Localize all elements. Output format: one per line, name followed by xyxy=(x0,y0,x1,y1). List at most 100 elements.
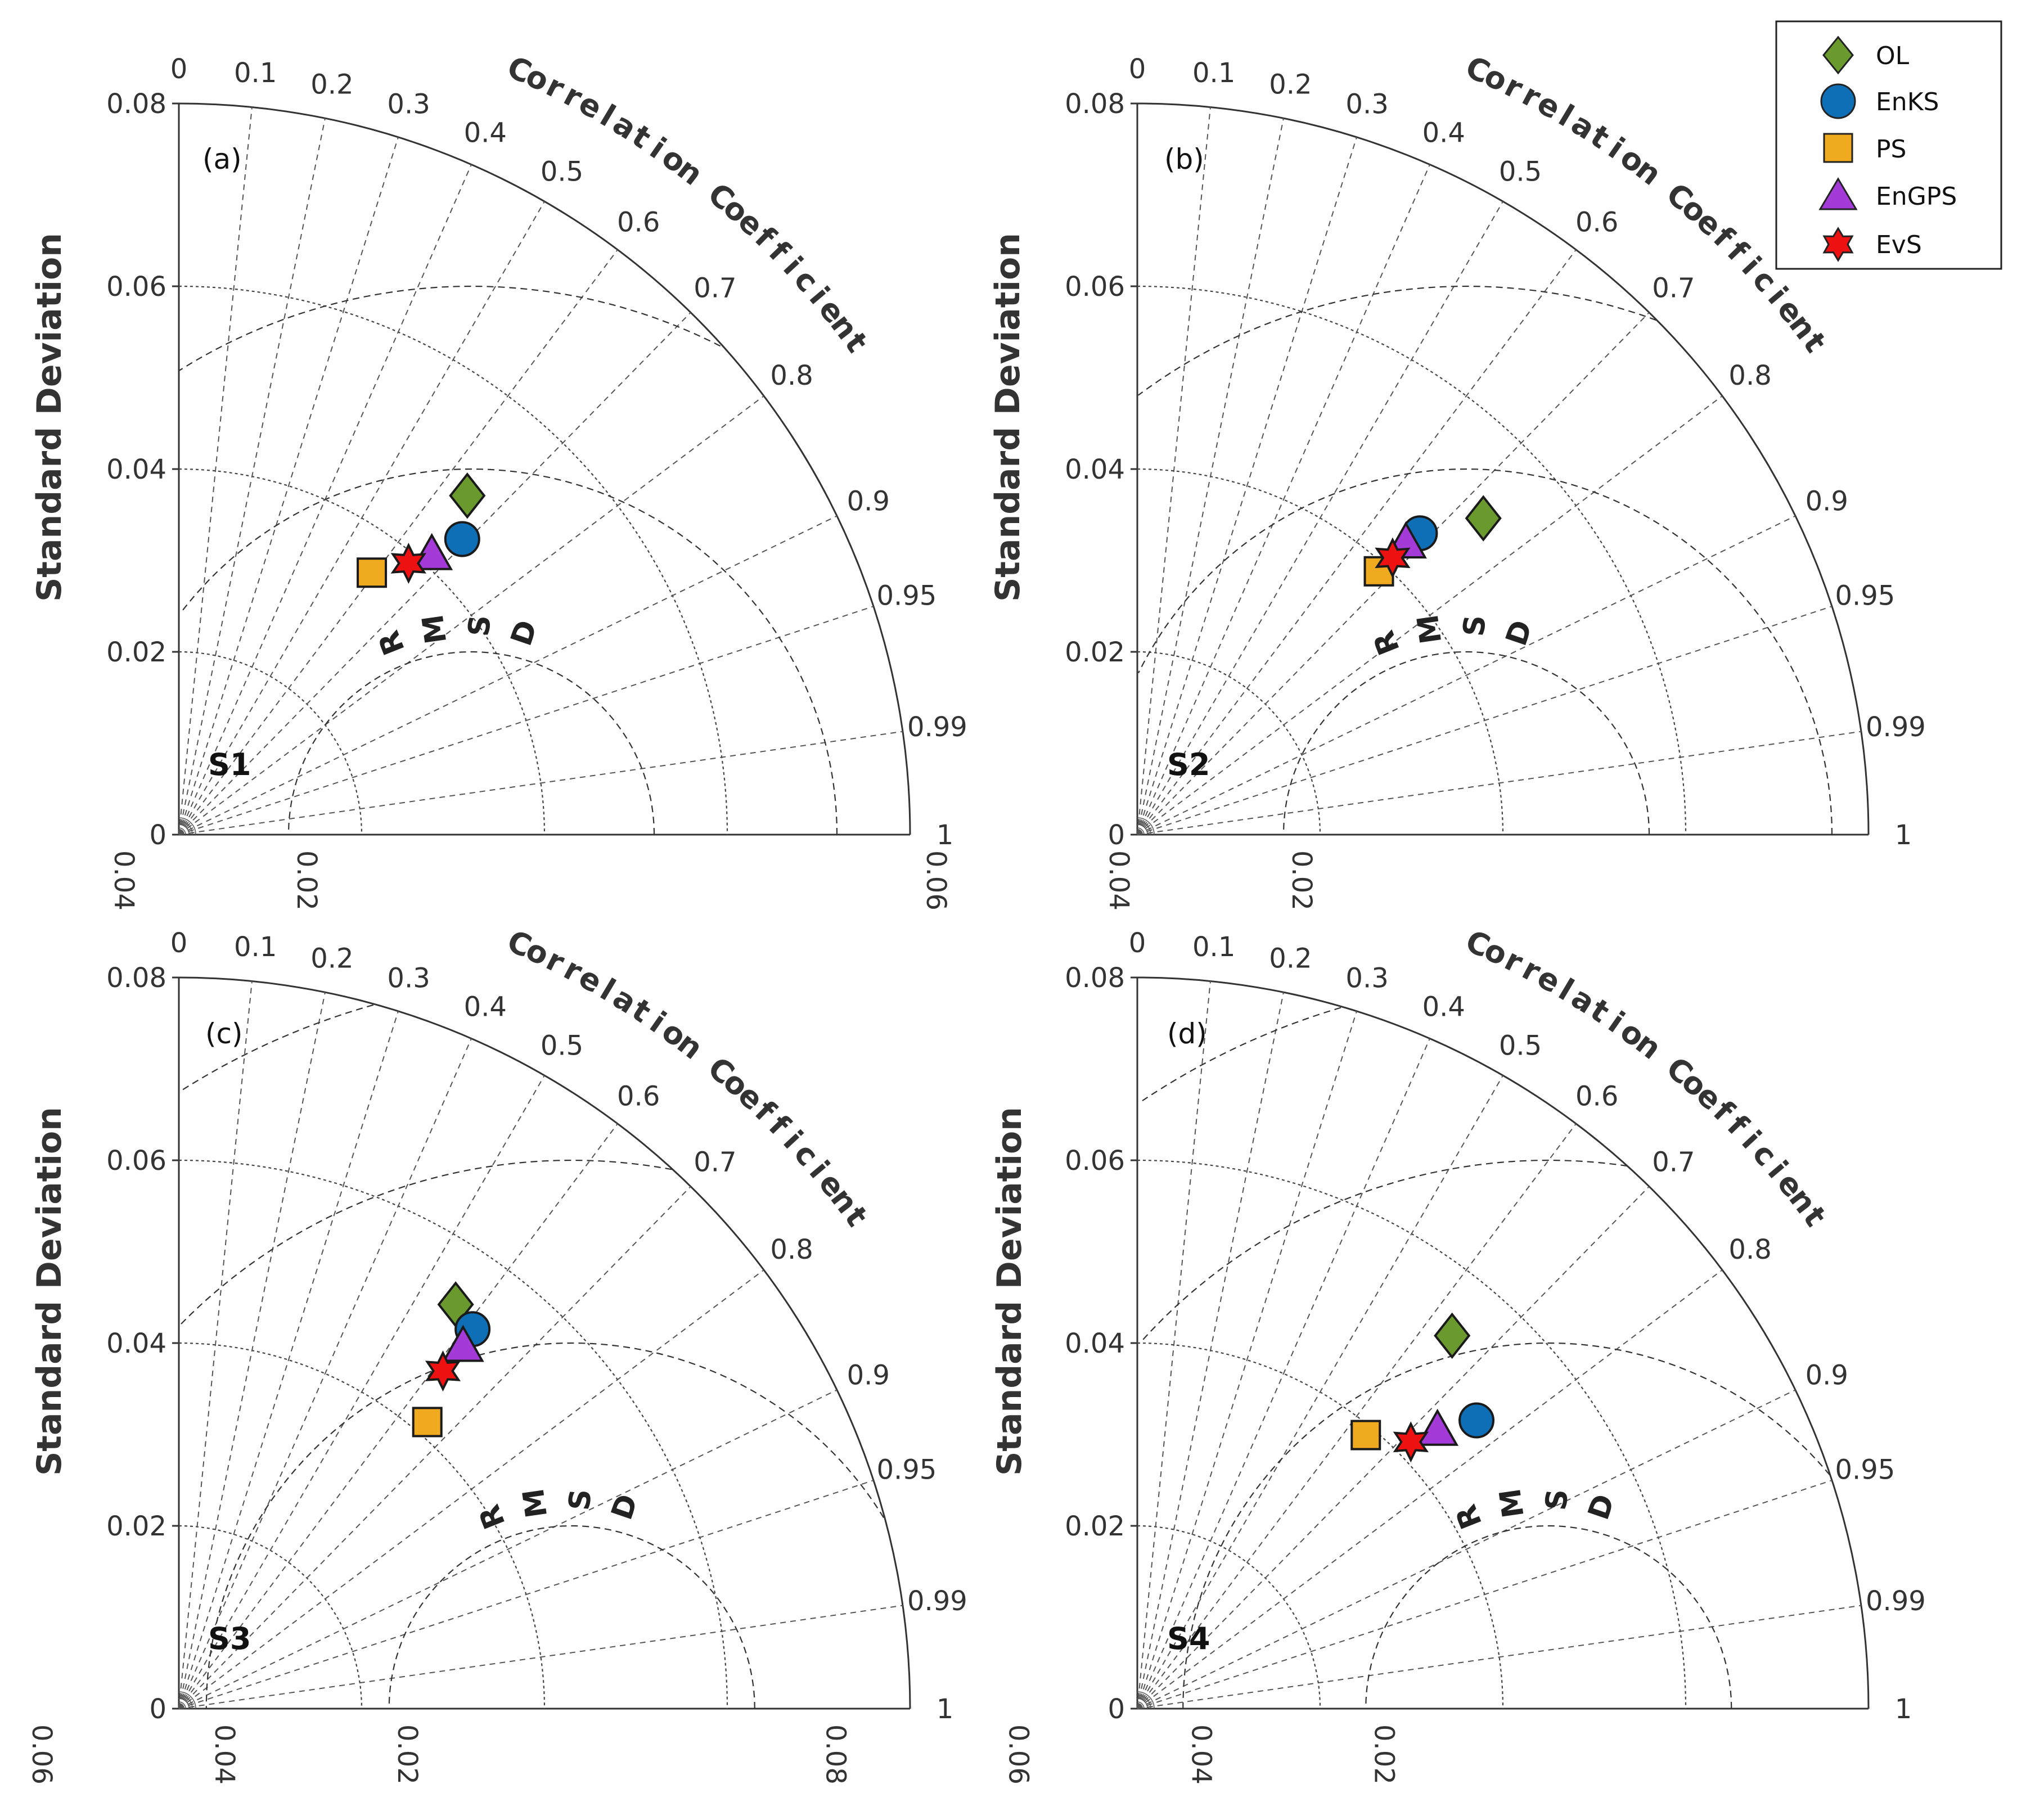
panel-b-corr-tick-label: 0.5 xyxy=(1499,156,1542,188)
panel-d-rmsd-title-char: S xyxy=(1539,1488,1575,1512)
panel-a-corr-ray xyxy=(178,249,618,835)
legend-item-enks: EnKS xyxy=(1820,83,1939,119)
panel-b-corr-ray xyxy=(1137,515,1796,835)
panel-b-corr-ray xyxy=(1137,201,1503,835)
panel-a-rmsd-title-char: D xyxy=(505,616,544,650)
panel-d-std-tick-label: 0.06 xyxy=(1065,1145,1125,1177)
panel-c-std-tick-label: 0.04 xyxy=(106,1328,166,1359)
panel-d-std-tick-label: 0.02 xyxy=(1065,1511,1125,1542)
panel-b: 00.020.040.060.080 0.1 0.20.30.40.50.60.70… xyxy=(920,49,1926,911)
panel-a-rmsd-tick-label: 0.02 xyxy=(291,850,322,911)
panel-d-corr-tick-label: 0.4 xyxy=(1422,992,1465,1023)
panel-d-corr-tick-label: 0.3 xyxy=(1345,963,1388,994)
panel-d-corr-tick-label: 0.5 xyxy=(1499,1030,1542,1062)
panel-a-corr-tick-label: 0.2 xyxy=(310,69,353,101)
panel-a-origin-arc xyxy=(178,831,183,835)
panel-a-rmsd-title-char: S xyxy=(462,614,498,638)
panel-b-marker-ol xyxy=(1465,495,1502,542)
legend-label-ol: OL xyxy=(1876,42,1910,70)
panel-b-origin-arc xyxy=(1137,831,1141,835)
panel-d-corr-tick-label: 0.1 xyxy=(1192,931,1235,963)
panel-a-std-tick-label: 0.08 xyxy=(106,88,166,120)
panel-a: 00.020.040.060.080 0.1 0.20.30.40.50.60.70… xyxy=(30,49,967,911)
legend-label-ps: PS xyxy=(1876,135,1906,164)
panel-a-corr-ray xyxy=(178,515,838,835)
panel-b-origin-arc xyxy=(1137,817,1155,835)
panel-c-corr-ray xyxy=(178,981,253,1709)
panel-c-corr-tick-label: 0.4 xyxy=(464,992,507,1023)
panel-c-corr-ray xyxy=(178,1269,764,1709)
panel-d-marker-ol xyxy=(1434,1312,1471,1359)
panel-d-origin-arc xyxy=(1137,1705,1141,1709)
panel-a-origin-arc xyxy=(178,827,186,835)
panel-d-rmsd-tick-label: 0.08 xyxy=(820,1724,851,1785)
panel-c-grid: 00.020.040.060.080 0.1 0.20.30.40.50.60.70… xyxy=(26,923,967,1785)
panel-a-std-arc xyxy=(178,468,546,835)
panel-c-rmsd-title-char: D xyxy=(605,1490,645,1524)
panel-b-ylabel: Standard Deviation xyxy=(988,233,1028,602)
panel-d-ylabel: Standard Deviation xyxy=(990,1107,1029,1476)
panel-d-corr-ray xyxy=(1137,1123,1577,1709)
panel-d-rmsd-contour xyxy=(1365,1525,1732,1709)
panel-b-corr-tick-label: 1 xyxy=(1895,819,1912,851)
legend-enks-circle-icon xyxy=(1820,83,1856,119)
panel-c-corr-ray xyxy=(178,1011,399,1709)
panel-d-label: (d) xyxy=(1167,1017,1207,1050)
panel-b-rmsd-tick-label: 0.02 xyxy=(1286,850,1317,911)
panel-b-rmsd-title-char: S xyxy=(1457,614,1493,638)
panel-c: 00.020.040.060.080 0.1 0.20.30.40.50.60.70… xyxy=(26,923,967,1785)
panel-c-ylabel: Standard Deviation xyxy=(30,1107,69,1476)
panel-d-corr-tick-label: 0.95 xyxy=(1835,1454,1895,1486)
panel-c-markers xyxy=(412,1281,491,1438)
panel-b-corr-tick-label: 0.95 xyxy=(1835,580,1895,612)
panel-d-corr-tick-label: 0.7 xyxy=(1652,1146,1695,1178)
legend-label-enks: EnKS xyxy=(1876,88,1939,116)
panel-c-std-arc xyxy=(178,1342,546,1709)
panel-c-label: (c) xyxy=(205,1017,243,1050)
panel-d-rmsd-tick-label: 0.04 xyxy=(1185,1724,1217,1785)
panel-c-corr-ray xyxy=(178,1186,691,1709)
panel-c-marker-ps xyxy=(412,1407,443,1438)
panel-c-std-tick-label: 0 xyxy=(149,1693,166,1725)
panel-b-corr-ray xyxy=(1137,137,1357,835)
panel-c-std-tick-label: 0.06 xyxy=(106,1145,166,1177)
panel-c-corr-tick-label: 0.99 xyxy=(907,1585,967,1617)
panel-d-corr-ray xyxy=(1137,1011,1357,1709)
legend-item-ps: PS xyxy=(1823,133,1906,164)
panel-d: 00.020.040.060.080 0.1 0.20.30.40.50.60.70… xyxy=(820,923,1926,1785)
panel-c-site-label: S3 xyxy=(208,1621,251,1656)
panel-b-label: (b) xyxy=(1164,143,1204,175)
panel-d-marker-ps xyxy=(1350,1420,1381,1450)
legend-label-evs: EvS xyxy=(1876,231,1922,259)
panel-c-origin-arc xyxy=(178,1691,196,1709)
panel-a-markers xyxy=(357,472,486,588)
panel-b-corr-ray xyxy=(1137,107,1211,835)
panel-c-corr-tick-label: 0.1 xyxy=(234,931,277,963)
panel-b-rmsd-contour xyxy=(1137,285,1656,396)
panel-a-corr-tick-label: 0.9 xyxy=(847,485,890,517)
panel-a-outer-arc xyxy=(178,102,911,835)
panel-a-origin-arc xyxy=(178,824,190,835)
panel-c-corr-tick-label: 0.8 xyxy=(770,1234,813,1265)
panel-c-std-tick-label: 0.02 xyxy=(106,1511,166,1542)
panel-a-corr-ray xyxy=(178,395,764,835)
panel-d-rmsd-title-char: D xyxy=(1582,1490,1622,1524)
panel-b-corr-tick-label: 0.9 xyxy=(1806,485,1848,517)
panel-c-origin-arc xyxy=(178,1695,193,1709)
panel-b-marker-evs xyxy=(1375,537,1411,579)
panel-a-rmsd-contour xyxy=(287,651,655,835)
panel-a-marker-engps xyxy=(411,533,453,570)
panel-c-rmsd-title-char: S xyxy=(562,1488,598,1512)
panel-b-corr-ray xyxy=(1137,249,1577,835)
panel-a-std-tick-label: 0 xyxy=(149,819,166,851)
panel-a-corr-ray xyxy=(178,118,326,835)
panel-b-outer-arc xyxy=(1137,102,1870,835)
panel-b-corr-tick-label: 0.3 xyxy=(1345,89,1388,120)
panel-c-marker-evs xyxy=(425,1350,461,1392)
panel-c-corr-ray xyxy=(178,1123,618,1709)
panel-b-corr-ray xyxy=(1137,606,1833,835)
panel-a-marker-ps xyxy=(357,557,388,588)
panel-d-corr-tick-label: 0 xyxy=(1129,927,1146,959)
panel-b-corr-tick-label: 0.6 xyxy=(1575,206,1618,238)
panel-a-grid: 00.020.040.060.080 0.1 0.20.30.40.50.60.70… xyxy=(106,49,967,911)
